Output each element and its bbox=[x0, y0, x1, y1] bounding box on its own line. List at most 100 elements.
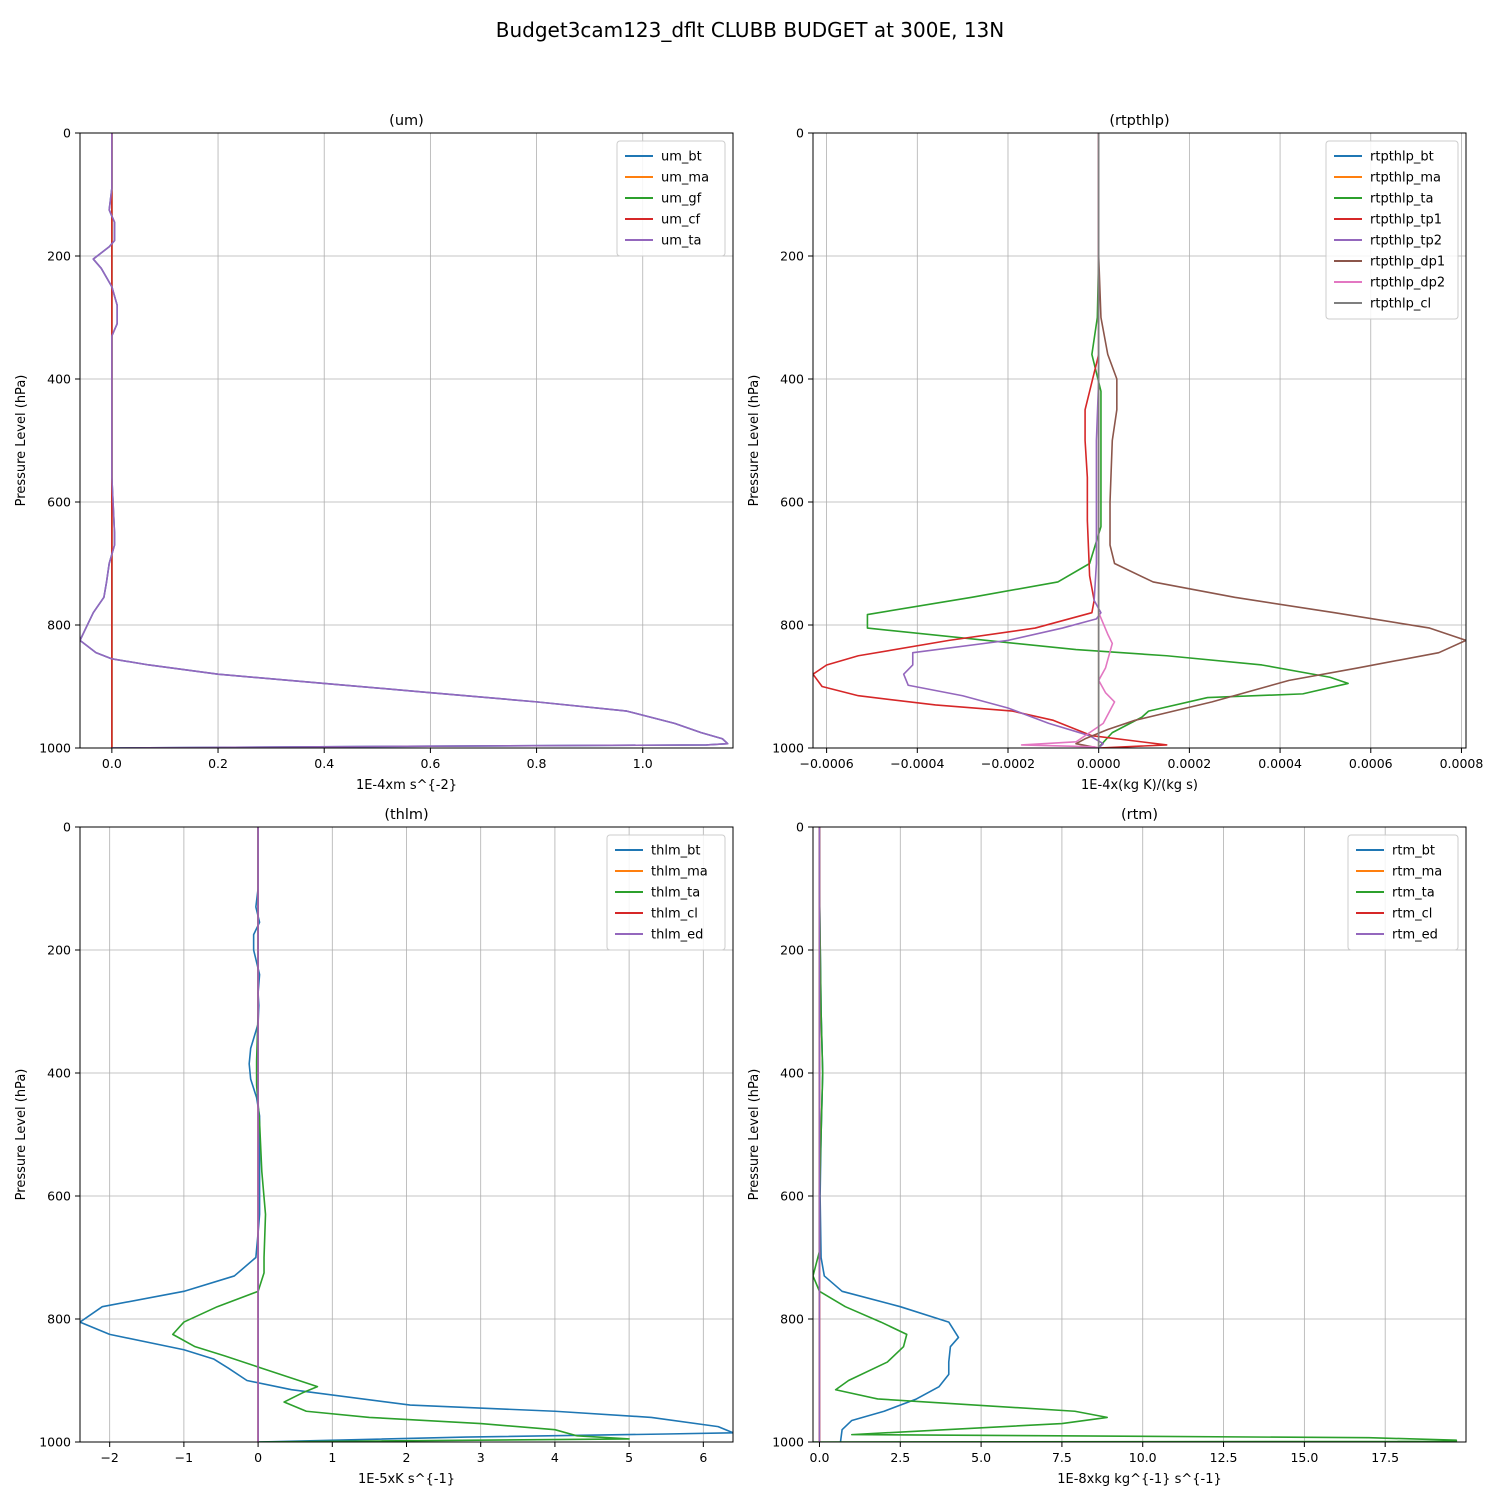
panel-1-title: (um) bbox=[389, 113, 424, 129]
panel-2-xlabel: 1E-4x(kg K)/(kg s) bbox=[1081, 778, 1198, 793]
panel-2-ylabel: Pressure Level (hPa) bbox=[747, 375, 762, 507]
series-rtpthlp_dp2 bbox=[1020, 133, 1116, 748]
panel-1-ytick-label: 1000 bbox=[39, 741, 71, 756]
series-um_ta bbox=[80, 133, 729, 748]
legend-label-rtpthlp_ta: rtpthlp_ta bbox=[1370, 192, 1433, 207]
panel-2-xtick-label: 0.0002 bbox=[1168, 756, 1212, 771]
panel-2-title: (rtpthlp) bbox=[1109, 113, 1169, 129]
panel-1-xtick-label: 0.0 bbox=[102, 756, 122, 771]
panel-1-legend: um_bt um_ma um_gf um_cf um_ta bbox=[616, 140, 726, 257]
legend-label-um_ta: um_ta bbox=[661, 234, 701, 249]
panel-1-axes-frame bbox=[79, 132, 734, 749]
legend-label-rtpthlp_ma: rtpthlp_ma bbox=[1370, 171, 1441, 186]
panel-1-xtick-label: 0.2 bbox=[208, 756, 228, 771]
panel-3-ytick-label: 0 bbox=[63, 820, 71, 835]
panel-4-ytick-label: 200 bbox=[780, 943, 804, 958]
panel-2-xtick-label: 0.0000 bbox=[1077, 756, 1121, 771]
panel-4-xtick-label: 15.0 bbox=[1290, 1450, 1318, 1465]
panel-3-xlabel: 1E-5xK s^{-1} bbox=[358, 1472, 455, 1487]
panel-2-xtick-label: 0.0006 bbox=[1349, 756, 1393, 771]
panel-4-axes-frame bbox=[812, 826, 1467, 1443]
panel-2-series-group bbox=[813, 133, 1466, 748]
panel-4-ytick-label: 400 bbox=[780, 1066, 804, 1081]
panel-3-legend: thlm_bt thlm_ma thlm_ta thlm_cl thlm_ed bbox=[606, 834, 726, 951]
panel-4-title: (rtm) bbox=[1121, 807, 1158, 823]
panel-3-xtick-label: −1 bbox=[175, 1450, 193, 1465]
legend-label-rtpthlp_bt: rtpthlp_bt bbox=[1370, 150, 1434, 165]
panel-2-axes-frame bbox=[812, 132, 1467, 749]
panel-4-xtick-label: 12.5 bbox=[1210, 1450, 1238, 1465]
panel-2-xtick-label: 0.0004 bbox=[1258, 756, 1302, 771]
panel-4-ytick-label: 800 bbox=[780, 1312, 804, 1327]
series-rtpthlp_tp1 bbox=[813, 133, 1168, 748]
panel-4-ytick-label: 600 bbox=[780, 1189, 804, 1204]
panel-4-xtick-label: 7.5 bbox=[1052, 1450, 1072, 1465]
panel-4-xtick-label: 17.5 bbox=[1371, 1450, 1399, 1465]
figure-suptitle: Budget3cam123_dflt CLUBB BUDGET at 300E,… bbox=[496, 18, 1004, 42]
panel-2-legend-box bbox=[1325, 140, 1459, 320]
series-rtpthlp_ta bbox=[866, 133, 1349, 748]
panel-3-legend-box bbox=[606, 834, 726, 951]
panel-3-ytick-label: 600 bbox=[47, 1189, 71, 1204]
panel-4: 0.0 2.5 5.0 7.5 10.0 12.5 15.0 17.5 0 200 400 600 80… bbox=[747, 807, 1467, 1487]
series-thlm_ta bbox=[171, 827, 630, 1442]
panel-4-xlabel: 1E-8xkg kg^{-1} s^{-1} bbox=[1057, 1472, 1222, 1487]
series-rtpthlp_tp2 bbox=[902, 133, 1105, 748]
panel-1-xtick-label: 0.4 bbox=[314, 756, 334, 771]
panel-1-ytick-label: 200 bbox=[47, 249, 71, 264]
legend-label-rtm_ma: rtm_ma bbox=[1392, 865, 1442, 880]
panel-2-xtick-label: 0.0008 bbox=[1440, 756, 1484, 771]
legend-label-um_gf: um_gf bbox=[661, 192, 702, 207]
legend-label-rtm_cl: rtm_cl bbox=[1392, 907, 1432, 922]
panel-2-xtick-label: −0.0006 bbox=[799, 756, 853, 771]
legend-label-rtpthlp_dp1: rtpthlp_dp1 bbox=[1370, 255, 1445, 270]
panel-3-ytick-label: 1000 bbox=[39, 1435, 71, 1450]
legend-label-thlm_ed: thlm_ed bbox=[651, 928, 703, 943]
panel-3-xtick-label: 1 bbox=[328, 1450, 336, 1465]
legend-label-rtm_bt: rtm_bt bbox=[1392, 844, 1435, 859]
panel-1-xlabel: 1E-4xm s^{-2} bbox=[356, 778, 457, 793]
legend-label-thlm_ta: thlm_ta bbox=[651, 886, 700, 901]
panel-3-ylabel: Pressure Level (hPa) bbox=[14, 1069, 29, 1201]
panel-1-xtick-label: 1.0 bbox=[633, 756, 653, 771]
series-rtpthlp_dp1 bbox=[1075, 133, 1466, 748]
panel-2: −0.0006 −0.0004 −0.0002 0.0000 0.0002 0.0004 0… bbox=[747, 113, 1483, 793]
panel-1-ytick-label: 800 bbox=[47, 618, 71, 633]
panel-2-ytick-label: 1000 bbox=[772, 741, 804, 756]
legend-label-rtpthlp_tp1: rtpthlp_tp1 bbox=[1370, 213, 1442, 228]
panel-2-ytick-label: 800 bbox=[780, 618, 804, 633]
legend-label-thlm_cl: thlm_cl bbox=[651, 907, 698, 922]
legend-label-um_bt: um_bt bbox=[661, 150, 702, 165]
panel-3-xtick-label: −2 bbox=[100, 1450, 118, 1465]
legend-label-rtpthlp_tp2: rtpthlp_tp2 bbox=[1370, 234, 1442, 249]
panel-4-ylabel: Pressure Level (hPa) bbox=[747, 1069, 762, 1201]
panel-4-legend: rtm_bt rtm_ma rtm_ta rtm_cl rtm_ed bbox=[1347, 834, 1459, 951]
panel-1-xtick-label: 0.8 bbox=[527, 756, 547, 771]
panel-2-ytick-label: 200 bbox=[780, 249, 804, 264]
panel-1-series-group bbox=[80, 133, 729, 748]
legend-label-rtm_ed: rtm_ed bbox=[1392, 928, 1438, 943]
panel-3-xtick-label: 2 bbox=[403, 1450, 411, 1465]
series-rtm_bt bbox=[818, 827, 960, 1442]
panel-4-xtick-label: 0.0 bbox=[810, 1450, 830, 1465]
panel-2-xtick-label: −0.0002 bbox=[981, 756, 1035, 771]
panel-4-xtick-label: 10.0 bbox=[1129, 1450, 1157, 1465]
legend-label-um_ma: um_ma bbox=[661, 171, 709, 186]
panel-3-title: (thlm) bbox=[384, 807, 428, 823]
panel-1-xtick-label: 0.6 bbox=[420, 756, 440, 771]
panel-4-ytick-label: 0 bbox=[796, 820, 804, 835]
panel-4-xtick-label: 2.5 bbox=[890, 1450, 910, 1465]
panel-3-ytick-label: 800 bbox=[47, 1312, 71, 1327]
legend-label-thlm_bt: thlm_bt bbox=[651, 844, 700, 859]
legend-label-thlm_ma: thlm_ma bbox=[651, 865, 708, 880]
panel-1-ylabel: Pressure Level (hPa) bbox=[14, 375, 29, 507]
panel-4-series-group bbox=[813, 827, 1458, 1442]
panel-3-xtick-label: 3 bbox=[477, 1450, 485, 1465]
panel-2-ytick-label: 400 bbox=[780, 372, 804, 387]
legend-label-um_cf: um_cf bbox=[661, 213, 701, 228]
panel-2-xtick-label: −0.0004 bbox=[890, 756, 944, 771]
panel-2-ytick-label: 600 bbox=[780, 495, 804, 510]
panel-1-ytick-label: 0 bbox=[63, 126, 71, 141]
